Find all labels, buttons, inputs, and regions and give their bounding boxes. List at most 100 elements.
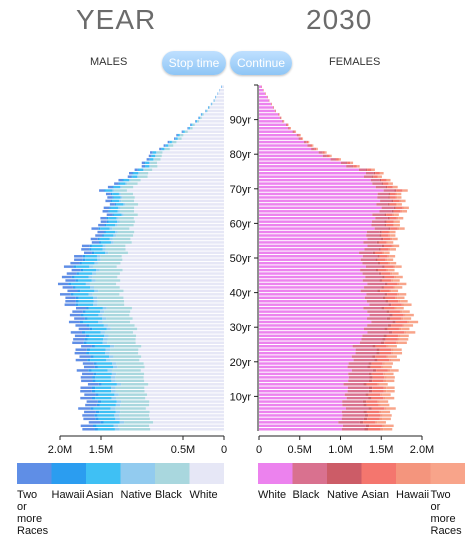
female-bar-two-or-more-races-age-31 <box>409 320 419 324</box>
female-bar-hawaii-age-42 <box>397 282 400 286</box>
male-bar-two-or-more-races-age-69 <box>99 189 105 192</box>
male-x-tick-label-1: 1.5M <box>89 444 113 456</box>
male-bar-two-or-more-races-age-7 <box>85 403 97 407</box>
male-bar-native-age-65 <box>123 203 126 206</box>
female-bar-black-age-75 <box>358 168 367 171</box>
male-bar-native-age-53 <box>102 244 106 248</box>
male-bar-black-age-26 <box>107 338 136 341</box>
female-bar-white-age-50 <box>259 255 363 258</box>
female-bar-white-age-45 <box>259 272 363 275</box>
male-legend-label-black: Black <box>155 489 182 501</box>
female-bar-native-age-72 <box>379 178 382 182</box>
male-bar-hawaii-age-74 <box>132 172 134 175</box>
male-bar-two-or-more-races-age-30 <box>75 324 87 327</box>
male-bar-black-age-11 <box>115 389 145 393</box>
stop-time-button[interactable]: Stop time <box>162 51 226 75</box>
female-bar-white-age-10 <box>259 393 345 396</box>
male-bar-native-age-72 <box>129 178 131 182</box>
male-bar-native-age-40 <box>94 289 99 293</box>
male-bar-hawaii-age-9 <box>91 396 96 400</box>
male-bar-two-or-more-races-age-46 <box>71 268 81 272</box>
female-bar-black-age-25 <box>359 341 381 344</box>
male-bar-black-age-1 <box>118 424 150 428</box>
female-bar-white-age-85 <box>259 133 297 137</box>
male-bar-black-age-93 <box>209 106 210 109</box>
female-legend-label-native: Native <box>327 489 358 501</box>
female-bar-native-age-66 <box>391 199 394 203</box>
female-bar-white-age-40 <box>259 289 361 293</box>
male-bar-black-age-73 <box>138 175 148 178</box>
male-bar-asian-age-42 <box>71 282 86 286</box>
female-bar-white-age-27 <box>259 334 363 338</box>
male-bar-hawaii-age-44 <box>71 275 75 279</box>
male-bar-native-age-68 <box>118 192 121 196</box>
male-bar-hawaii-age-1 <box>93 424 97 428</box>
male-bar-native-age-23 <box>105 348 111 351</box>
female-bar-native-age-29 <box>384 327 388 331</box>
female-bar-native-age-77 <box>346 161 348 165</box>
female-bar-black-age-19 <box>348 362 369 365</box>
male-bar-two-or-more-races-age-28 <box>70 331 82 334</box>
male-bar-two-or-more-races-age-57 <box>97 230 105 234</box>
female-bar-hawaii-age-21 <box>386 355 389 358</box>
female-bar-two-or-more-races-age-17 <box>390 369 399 372</box>
female-bar-native-age-59 <box>384 223 387 227</box>
male-bar-hawaii-age-33 <box>80 313 84 317</box>
male-bar-native-age-29 <box>106 327 111 331</box>
continue-button[interactable]: Continue <box>230 51 292 75</box>
male-bar-white-age-4 <box>149 414 224 417</box>
female-bar-white-age-8 <box>259 400 343 403</box>
female-bar-native-age-56 <box>379 234 382 237</box>
female-bar-black-age-63 <box>379 210 392 213</box>
female-bar-white-age-60 <box>259 220 372 223</box>
male-bar-two-or-more-races-age-15 <box>80 376 93 379</box>
male-bar-black-age-78 <box>154 158 161 161</box>
female-bar-asian-age-73 <box>373 175 378 178</box>
male-bar-two-or-more-races-age-23 <box>75 348 87 351</box>
male-bar-white-age-51 <box>127 251 224 255</box>
male-bar-native-age-75 <box>143 168 145 171</box>
female-bar-white-age-53 <box>259 244 368 248</box>
male-bar-black-age-23 <box>110 348 139 351</box>
male-bar-hawaii-age-6 <box>90 407 94 410</box>
female-bar-asian-age-66 <box>393 199 400 203</box>
female-bar-two-or-more-races-age-78 <box>339 158 341 161</box>
male-bar-two-or-more-races-age-18 <box>83 365 95 369</box>
female-bar-asian-age-7 <box>366 403 379 407</box>
female-bar-black-age-18 <box>347 365 368 369</box>
male-x-tick-label-0: 2.0M <box>48 444 72 456</box>
female-bar-asian-age-42 <box>387 282 398 286</box>
female-bar-native-age-11 <box>368 389 373 393</box>
male-bar-two-or-more-races-age-20 <box>75 358 88 362</box>
female-bar-native-age-75 <box>366 168 368 171</box>
female-bar-white-age-96 <box>259 95 268 99</box>
male-bar-hawaii-age-50 <box>82 255 86 258</box>
male-bar-white-age-64 <box>134 206 224 210</box>
age-tick-label-70: 70yr <box>230 184 252 196</box>
female-bar-asian-age-44 <box>384 275 395 279</box>
female-bar-black-age-16 <box>348 372 369 376</box>
male-bar-two-or-more-races-age-2 <box>88 421 101 424</box>
male-bar-black-age-9 <box>116 396 146 400</box>
male-bar-white-age-0 <box>150 428 224 431</box>
male-bar-asian-age-48 <box>81 261 95 265</box>
male-bar-black-age-27 <box>108 334 137 338</box>
male-bar-black-age-16 <box>116 372 145 376</box>
female-bar-black-age-34 <box>367 310 387 313</box>
male-bar-native-age-1 <box>113 424 119 428</box>
male-bar-asian-age-85 <box>177 133 180 137</box>
male-bar-two-or-more-races-age-76 <box>141 165 145 168</box>
male-bar-black-age-44 <box>92 275 118 279</box>
female-bar-black-age-76 <box>346 165 353 168</box>
female-bar-hawaii-age-12 <box>383 386 387 389</box>
female-bar-white-age-1 <box>259 424 343 428</box>
female-bar-asian-age-57 <box>381 230 389 234</box>
female-bar-hawaii-age-36 <box>401 303 404 306</box>
male-bar-two-or-more-races-age-37 <box>65 300 76 303</box>
male-bar-asian-age-67 <box>113 196 121 199</box>
male-bar-black-age-58 <box>112 227 130 230</box>
male-bar-asian-age-25 <box>86 341 103 344</box>
male-bar-white-age-93 <box>209 106 224 109</box>
male-bar-white-age-26 <box>135 338 224 341</box>
female-bar-asian-age-70 <box>387 185 393 189</box>
